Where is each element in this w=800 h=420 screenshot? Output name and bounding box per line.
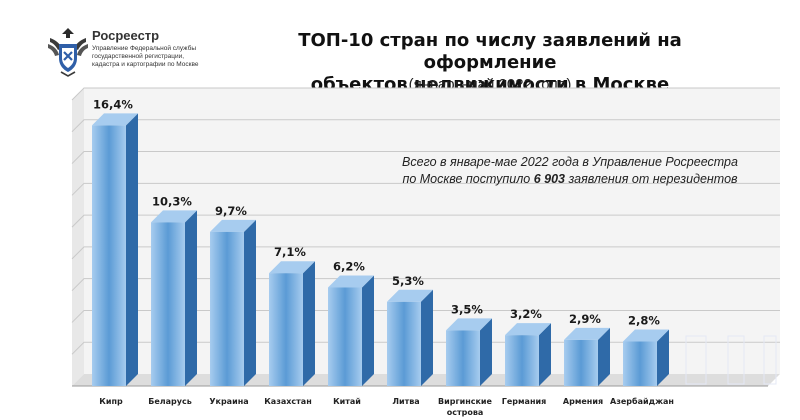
summary-note: Всего в январе-мае 2022 года в Управлени… [400,154,740,188]
x-tick-label: Азербайджан [610,396,674,406]
bar-side [421,289,433,386]
x-tick-label: Китай [333,397,361,406]
bar-data-label: 2,8% [628,314,660,328]
bar [269,273,303,386]
org-subtitle-line: Управление Федеральной службы [92,45,196,52]
bar-side [539,323,551,386]
org-subtitle: Управление Федеральной службы государств… [92,45,242,69]
note-total-count: 6 903 [533,172,565,186]
bar-data-label: 9,7% [215,204,247,218]
org-subtitle-line: кадастра и картографии по Москве [92,61,199,68]
bar [564,339,598,386]
bar-side [126,113,138,386]
decorative-outline [763,335,777,385]
gridline [71,214,780,228]
bar [446,330,480,386]
bar-side [185,210,197,386]
bar-data-label: 3,5% [451,302,483,316]
note-line-1: Всего в январе-мае 2022 года в Управлени… [402,155,738,169]
bar [151,222,185,386]
bar-side [303,261,315,386]
x-tick-label: Казахстан [264,397,311,406]
bar-top [269,261,315,274]
note-prefix: по Москве поступило [402,172,531,186]
bar-top [564,327,610,340]
org-subtitle-line: государственной регистрации, [92,53,185,60]
chart-back-wall [84,88,780,374]
x-tick-label: Германия [502,397,546,406]
bar [623,341,657,386]
bar-data-label: 16,4% [93,97,133,111]
bar-data-label: 5,3% [392,274,424,288]
bar-top [210,219,256,232]
gridline [71,309,780,323]
bar-side [480,318,492,386]
decorative-outline [685,335,707,385]
org-block: Росреестр Управление Федеральной службы … [92,28,242,69]
note-suffix: заявления от нерезидентов [568,172,738,186]
gridline [71,182,780,196]
x-tick-label: Виргинские [438,397,493,406]
title-line-1: ТОП-10 стран по числу заявлений на оформ… [298,30,682,73]
bar [505,335,539,386]
x-tick-label: Литва [392,397,419,406]
bar-side [657,329,669,386]
x-tick-label: Беларусь [148,397,192,406]
bar [387,301,421,386]
bar-side [598,327,610,386]
decorative-outline [727,335,745,385]
rosreestr-emblem-icon [48,28,88,77]
x-tick-label: Кипр [99,397,123,406]
bar-data-label: 2,9% [569,312,601,326]
bar-side [362,275,374,386]
bar-data-label: 7,1% [274,245,306,259]
bar-side [244,219,256,386]
x-tick-label: Украина [209,397,248,406]
bar-data-label: 3,2% [510,307,542,321]
bar [328,287,362,386]
bar-data-label: 6,2% [333,259,365,273]
bar-top [387,289,433,302]
bar-top [328,275,374,288]
bar-top [623,329,669,342]
x-tick-label: острова [447,408,484,417]
x-tick-label: Армения [563,397,603,406]
bar [210,231,244,386]
gridline [71,278,780,292]
bar-data-label: 10,3% [152,194,192,208]
org-name: Росреестр [92,28,160,43]
gridline [71,246,780,260]
bar [92,125,126,386]
gridline [71,119,780,133]
bar-top [505,323,551,336]
bar-top [446,318,492,331]
gridline [71,87,780,101]
bar-top [92,113,138,126]
note-line-2: по Москве поступило 6 903 заявления от н… [400,171,740,188]
gridline [71,151,780,164]
bar-top [151,210,197,223]
chart-side-wall [72,88,84,386]
